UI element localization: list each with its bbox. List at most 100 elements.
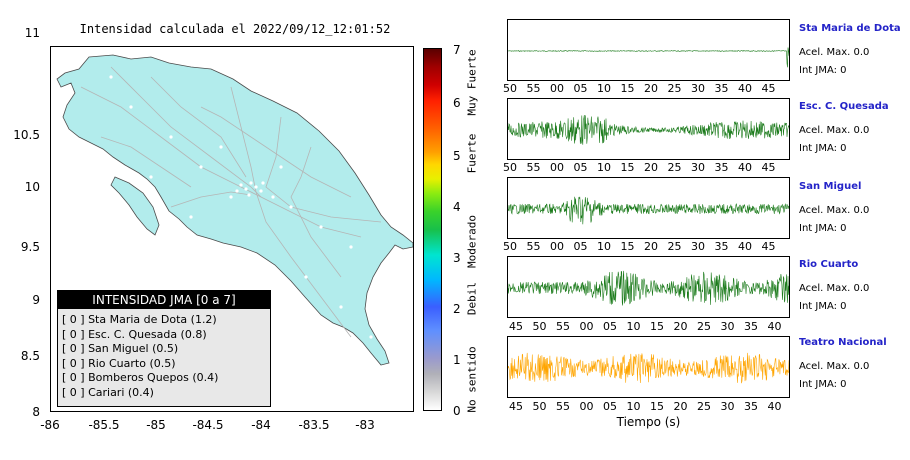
colorbar-tick: 1: [453, 353, 461, 367]
time-tick: 30: [720, 400, 735, 413]
time-tick: 00: [579, 320, 594, 333]
time-tick: 25: [667, 240, 682, 253]
time-tick: 00: [579, 400, 594, 413]
time-tick: 50: [503, 161, 517, 174]
time-tick: 45: [509, 400, 523, 413]
legend-item[interactable]: [ 0 ] Sta Maria de Dota (1.2): [62, 313, 217, 326]
waveform-trace[interactable]: [507, 177, 790, 239]
waveform-plot: [508, 114, 789, 145]
time-tick: 20: [673, 400, 688, 413]
waveform-line: [508, 270, 789, 306]
station-intensity: Int JMA: 0: [799, 65, 847, 76]
time-tick: 05: [573, 240, 588, 253]
y-tick: 9: [32, 293, 40, 307]
colorbar-tick: 0: [453, 404, 461, 418]
colorbar-tick: 6: [453, 96, 461, 110]
legend-item[interactable]: [ 0 ] Esc. C. Quesada (0.8): [62, 327, 207, 341]
time-tick: 00: [550, 82, 564, 95]
time-tick: 45: [509, 320, 523, 333]
x-tick: -86: [40, 418, 60, 432]
legend-item[interactable]: [ 0 ] Bomberos Quepos (0.4): [62, 371, 219, 385]
time-tick: 05: [573, 161, 588, 174]
time-tick: 10: [597, 161, 611, 174]
time-tick: 15: [650, 400, 664, 413]
time-tick: 40: [767, 400, 782, 413]
colorbar-label-no-sentido: No sentido: [465, 346, 479, 413]
colorbar-tick: 2: [453, 302, 461, 316]
time-axis-label: Tiempo (s): [616, 415, 681, 429]
time-tick: 55: [526, 240, 541, 253]
time-tick: 35: [714, 161, 729, 174]
station-name: Teatro Nacional: [799, 337, 887, 348]
waveform-line: [508, 45, 789, 68]
station-name: Sta Maria de Dota: [799, 23, 901, 34]
waveform-line: [508, 196, 789, 225]
time-tick: 45: [761, 82, 776, 95]
time-tick-row: 50 55 00 05 10 15 20 25 30 35 40 45: [503, 82, 790, 96]
station-intensity: Int JMA: 0: [799, 301, 847, 312]
station-name: San Miguel: [799, 181, 862, 192]
station-accel: Acel. Max. 0.0: [799, 361, 870, 372]
colorbar-tick: 7: [453, 43, 461, 57]
intensity-legend: INTENSIDAD JMA [0 a 7] [ 0 ] Sta Maria d…: [57, 290, 271, 407]
station-accel: Acel. Max. 0.0: [799, 283, 870, 294]
time-tick-row: 45 50 55 00 05 10 15 20 25 30 35 40: [507, 400, 790, 414]
x-tick: -83: [355, 418, 375, 432]
y-tick: 9.5: [20, 240, 40, 254]
waveform-plot: [508, 45, 789, 68]
time-tick: 45: [761, 161, 776, 174]
time-tick: 15: [650, 320, 664, 333]
time-tick: 10: [597, 82, 611, 95]
colorbar-tick: 4: [453, 200, 461, 214]
intensity-colorbar: [423, 48, 442, 411]
time-tick: 05: [603, 320, 617, 333]
colorbar-tick: 3: [453, 251, 461, 265]
y-tick: 8.5: [20, 349, 40, 363]
waveform-trace[interactable]: [507, 98, 790, 160]
waveform-plot: [508, 352, 789, 384]
time-tick: 55: [556, 400, 570, 413]
time-tick: 30: [720, 320, 735, 333]
station-name: Rio Cuarto: [799, 259, 859, 270]
time-tick: 50: [503, 240, 517, 253]
time-tick: 05: [573, 82, 588, 95]
time-tick: 25: [697, 320, 711, 333]
y-tick: 11: [24, 26, 40, 40]
time-tick: 20: [673, 320, 688, 333]
time-tick: 25: [667, 82, 682, 95]
time-tick: 25: [667, 161, 682, 174]
legend-item[interactable]: [ 0 ] Cariari (0.4): [62, 385, 154, 399]
y-tick: 10.5: [13, 128, 40, 142]
map-title: Intensidad calculada el 2022/09/12_12:01…: [79, 22, 391, 36]
waveform-line: [508, 114, 789, 145]
x-tick: -83.5: [298, 418, 330, 432]
legend-item[interactable]: [ 0 ] Rio Cuarto (0.5): [62, 356, 176, 370]
time-tick: 30: [691, 240, 705, 253]
time-tick: 15: [620, 161, 635, 174]
time-tick: 50: [532, 320, 547, 333]
time-tick: 20: [644, 82, 658, 95]
time-tick: 10: [626, 400, 641, 413]
colorbar-tick: 5: [453, 149, 461, 163]
station-intensity: Int JMA: 0: [799, 379, 847, 390]
station-intensity: Int JMA: 0: [799, 143, 847, 154]
time-tick-row: 45 50 55 00 05 10 15 20 25 30 35 40: [507, 320, 790, 334]
time-tick: 40: [767, 320, 782, 333]
station-intensity: Int JMA: 0: [799, 223, 847, 234]
costa-rica-land: [56, 54, 413, 366]
waveform-trace[interactable]: [507, 19, 790, 81]
waveform-trace[interactable]: [507, 256, 790, 318]
time-tick: 10: [626, 320, 641, 333]
time-tick: 25: [697, 400, 711, 413]
y-tick: 8: [32, 405, 40, 419]
time-tick: 50: [532, 400, 547, 413]
time-tick: 30: [691, 82, 705, 95]
time-tick: 00: [550, 240, 564, 253]
colorbar-label-fuerte: Fuerte: [465, 133, 479, 174]
waveform-trace[interactable]: [507, 336, 790, 398]
time-tick-row: 50 55 00 05 10 15 20 25 30 35 40 45: [503, 240, 790, 254]
time-tick: 55: [526, 82, 541, 95]
legend-item[interactable]: [ 0 ] San Miguel (0.5): [62, 342, 179, 356]
y-tick: 10: [24, 180, 40, 194]
time-tick: 15: [620, 240, 635, 253]
